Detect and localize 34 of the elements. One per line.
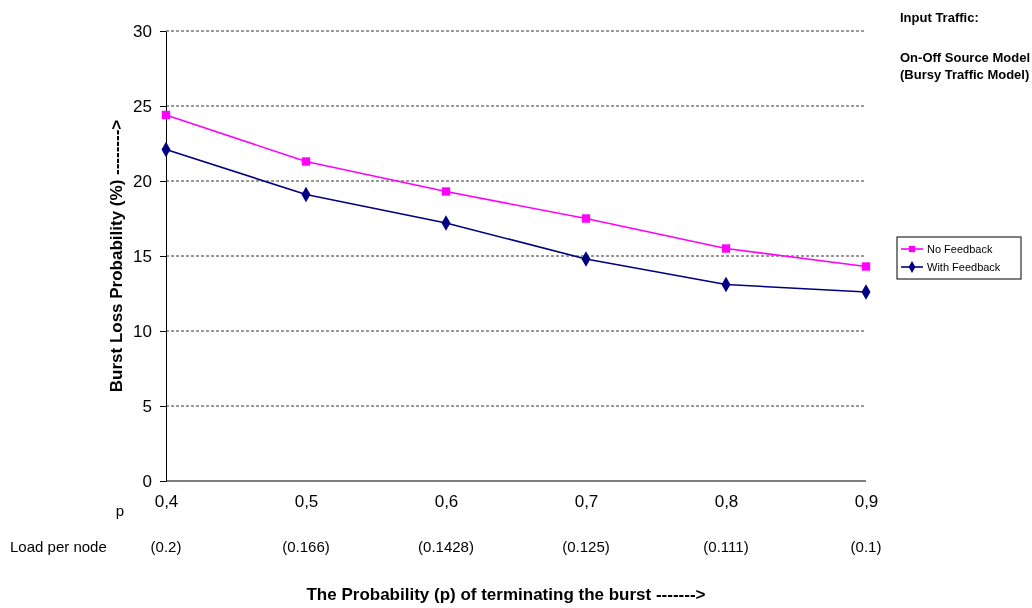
y-tick-label: 5 [142,396,152,416]
y-tick-label: 30 [133,21,152,41]
point [721,244,731,253]
y-tick-label: 20 [133,171,152,191]
y-tick-label: 10 [133,321,152,341]
point [441,187,451,196]
y-tick-label: 25 [133,96,152,116]
text: On-Off Source Model [900,50,1030,65]
point [581,214,591,223]
text: (0.166) [282,538,330,555]
point [861,262,871,271]
x-axis-title: The Probability (p) of terminating the burst -------> [306,585,706,604]
legend-label: With Feedback [927,261,1001,273]
legend-label: No Feedback [927,243,993,255]
text: (0.1) [850,538,882,555]
x-tick-label: 0,4 [154,492,179,512]
text: (0.125) [562,538,610,555]
text: (0.1428) [418,538,474,555]
y-tick-label: 15 [133,246,152,266]
x-tick-label: 0,5 [294,492,319,512]
point [301,157,311,166]
x-tick-label: 0,6 [434,492,459,512]
y-axis-title: Burst Loss Probability (%) --------> [107,119,126,393]
text: (0.111) [703,538,749,555]
text: p [115,502,125,519]
point [161,110,171,120]
text: Input Traffic: [900,10,979,25]
text: (0.2) [150,538,182,555]
x-tick-label: 0,9 [854,492,879,512]
x-tick-label: 0,7 [574,492,599,512]
y-tick-label: 0 [142,471,152,491]
text: Load per node [10,538,107,555]
text: (Bursy Traffic Model) [900,67,1030,82]
x-tick-label: 0,8 [714,492,739,512]
